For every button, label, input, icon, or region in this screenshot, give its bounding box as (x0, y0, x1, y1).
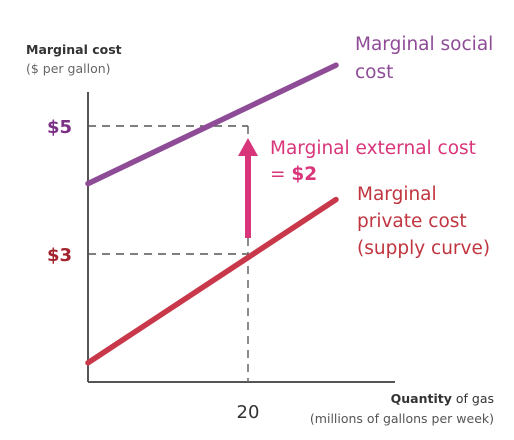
series-label-private-line3: (supply curve) (357, 238, 490, 259)
y-axis-title: Marginal cost (26, 42, 122, 57)
tick-labels: $5 $3 20 (47, 117, 260, 423)
series-label-social-line2: cost (355, 62, 393, 83)
series-label-private: Marginal private cost (supply curve) (357, 184, 490, 259)
series-label-social-line1: Marginal social (355, 34, 493, 55)
annotation-line2-prefix: = (270, 164, 291, 185)
series-label-social: Marginal social cost (355, 34, 499, 83)
series-label-private-line1: Marginal (357, 184, 437, 205)
x-tick-label-20: 20 (237, 402, 260, 423)
arrow-head (238, 138, 258, 156)
y-tick-label-5: $5 (47, 117, 72, 138)
series-lines (85, 62, 339, 366)
series-label-private-line2: private cost (357, 211, 467, 232)
series-line-0 (85, 62, 339, 187)
annotation-line2-value: $2 (291, 164, 317, 185)
y-tick-label-3: $3 (47, 245, 72, 266)
external-cost-arrow (238, 138, 258, 238)
annotation-text: Marginal external cost = $2 (270, 138, 482, 185)
annotation-line1: Marginal external cost (270, 138, 476, 159)
series-line-1 (85, 196, 339, 366)
x-axis-title-word: Quantity (391, 391, 452, 406)
x-axis-unit: (millions of gallons per week) (310, 411, 494, 426)
x-axis-title: Quantity of gas (391, 391, 494, 406)
x-axis-title-suffix: of gas (452, 391, 494, 406)
y-axis-unit: ($ per gallon) (26, 61, 111, 76)
guide-lines (88, 125, 249, 382)
